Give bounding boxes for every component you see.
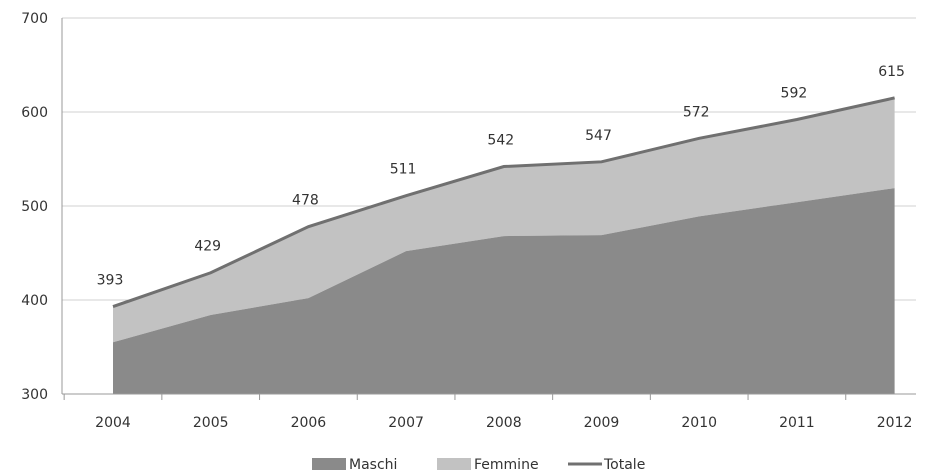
x-tick-label-2011: 2011 — [779, 415, 815, 431]
area-femmine — [113, 97, 895, 343]
legend-label-totale: Totale — [603, 457, 645, 473]
x-tick-label-2006: 2006 — [291, 415, 327, 431]
data-label-2005: 429 — [194, 239, 221, 255]
legend-label-femmine: Femmine — [474, 457, 539, 473]
data-label-2008: 542 — [487, 133, 514, 149]
data-label-2007: 511 — [390, 162, 417, 178]
legend: Maschi Femmine Totale — [312, 457, 645, 473]
x-tick-label-2005: 2005 — [193, 415, 229, 431]
data-labels: 393 429 478 511 542 547 572 592 615 — [97, 64, 905, 289]
axes — [61, 18, 916, 400]
y-tick-labels: 300 400 500 600 700 — [21, 11, 48, 403]
x-tick-label-2012: 2012 — [877, 415, 913, 431]
data-label-2004: 393 — [97, 273, 124, 289]
x-tick-label-2009: 2009 — [584, 415, 620, 431]
x-tick-label-2007: 2007 — [388, 415, 424, 431]
data-label-2009: 547 — [585, 128, 612, 144]
data-label-2011: 592 — [781, 86, 808, 102]
y-tick-label-500: 500 — [21, 199, 48, 215]
line-totale — [112, 96, 895, 308]
data-label-2006: 478 — [292, 193, 319, 209]
legend-swatch-femmine — [437, 458, 471, 470]
x-tick-label-2008: 2008 — [486, 415, 522, 431]
y-tick-label-300: 300 — [21, 387, 48, 403]
area-maschi — [113, 188, 895, 394]
areas — [112, 96, 895, 394]
legend-label-maschi: Maschi — [349, 457, 397, 473]
x-tick-label-2004: 2004 — [95, 415, 131, 431]
data-label-2010: 572 — [683, 104, 710, 120]
x-tick-labels: 2004 2005 2006 2007 2008 2009 2010 2011 2012 — [95, 415, 912, 431]
y-tick-label-400: 400 — [21, 293, 48, 309]
y-tick-label-600: 600 — [21, 105, 48, 121]
legend-swatch-maschi — [312, 458, 346, 470]
y-tick-label-700: 700 — [21, 11, 48, 27]
data-label-2012: 615 — [878, 64, 905, 80]
x-tick-label-2010: 2010 — [681, 415, 717, 431]
